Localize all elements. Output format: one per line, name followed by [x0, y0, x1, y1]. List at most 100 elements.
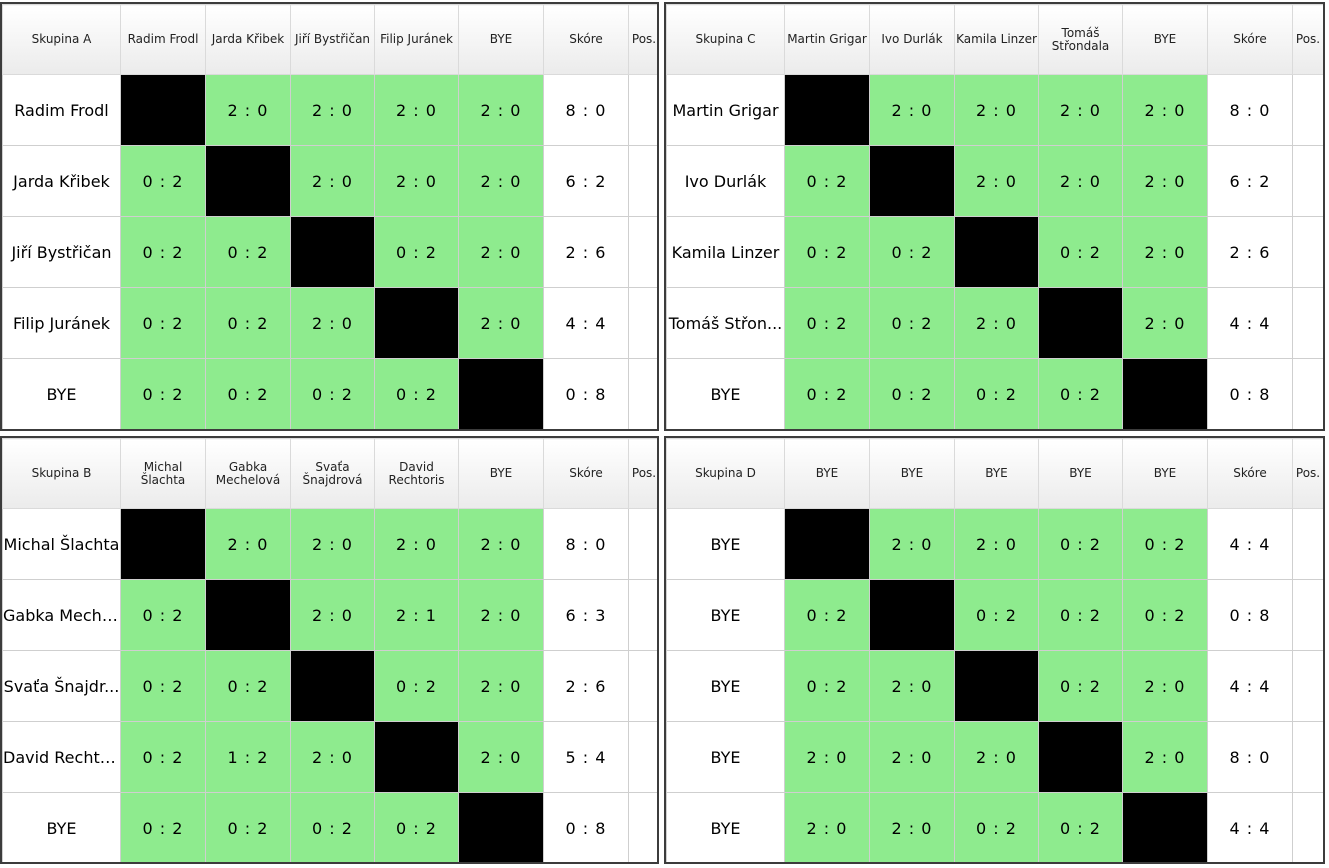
- match-result-cell: 2 : 0: [205, 508, 291, 580]
- row-score: 4 : 4: [1207, 508, 1293, 580]
- group-a-grid: Skupina A Radim Frodl Jarda Křibek Jiří Bys…: [2, 4, 657, 429]
- match-result-cell: 0 : 2: [205, 792, 291, 862]
- match-result-cell: 0 : 2: [1038, 792, 1123, 862]
- row-position: [628, 792, 657, 862]
- column-header-player: BYE: [458, 438, 544, 509]
- column-header-player: Gabka Mechelová: [205, 438, 291, 509]
- match-result-cell: 2 : 0: [1122, 145, 1208, 217]
- group-b-grid: Skupina B Michal Šlachta Gabka Mechelová Sv…: [2, 438, 657, 862]
- row-score: 4 : 4: [543, 287, 629, 359]
- score-column-header: Skóre: [1207, 4, 1293, 75]
- match-result-cell: 0 : 2: [784, 650, 870, 722]
- row-player-name: Gabka Meche...: [2, 579, 121, 651]
- column-header-player: Kamila Linzer: [954, 4, 1039, 75]
- self-match-cell: [290, 216, 375, 288]
- match-result-cell: 2 : 0: [869, 721, 955, 793]
- match-result-cell: 2 : 0: [869, 74, 955, 146]
- match-result-cell: 2 : 0: [784, 721, 870, 793]
- row-player-name: BYE: [666, 579, 785, 651]
- match-result-cell: 0 : 2: [374, 216, 459, 288]
- match-result-cell: 0 : 2: [290, 792, 375, 862]
- position-column-header: Pos.: [1292, 4, 1323, 75]
- column-header-player: BYE: [1038, 438, 1123, 509]
- column-header-player: BYE: [869, 438, 955, 509]
- row-position: [628, 579, 657, 651]
- row-score: 2 : 6: [543, 650, 629, 722]
- match-result-cell: 2 : 0: [290, 721, 375, 793]
- row-player-name: BYE: [666, 650, 785, 722]
- self-match-cell: [458, 358, 544, 429]
- row-player-name: Jiří Bystřičan: [2, 216, 121, 288]
- row-position: [1292, 792, 1323, 862]
- row-player-name: Filip Juránek: [2, 287, 121, 359]
- match-result-cell: 2 : 0: [458, 145, 544, 217]
- row-score: 6 : 3: [543, 579, 629, 651]
- match-result-cell: 2 : 0: [290, 145, 375, 217]
- match-result-cell: 0 : 2: [954, 358, 1039, 429]
- group-c-grid: Skupina C Martin Grigar Ivo Durlák Kamila L…: [666, 4, 1323, 429]
- match-result-cell: 2 : 0: [374, 508, 459, 580]
- group-d-table: Skupina D BYE BYE BYE BYE BYE Skóre Pos. BYE 2 : …: [664, 436, 1325, 864]
- match-result-cell: 0 : 2: [1122, 508, 1208, 580]
- score-column-header: Skóre: [543, 438, 629, 509]
- row-score: 8 : 0: [543, 74, 629, 146]
- self-match-cell: [1122, 358, 1208, 429]
- self-match-cell: [205, 145, 291, 217]
- row-score: 8 : 0: [543, 508, 629, 580]
- match-result-cell: 0 : 2: [869, 358, 955, 429]
- row-position: [628, 287, 657, 359]
- row-position: [1292, 287, 1323, 359]
- match-result-cell: 2 : 0: [458, 579, 544, 651]
- group-title: Skupina D: [666, 438, 785, 509]
- self-match-cell: [374, 721, 459, 793]
- column-header-player: Martin Grigar: [784, 4, 870, 75]
- self-match-cell: [954, 216, 1039, 288]
- row-player-name: BYE: [2, 358, 121, 429]
- match-result-cell: 2 : 0: [869, 792, 955, 862]
- score-column-header: Skóre: [1207, 438, 1293, 509]
- match-result-cell: 0 : 2: [374, 650, 459, 722]
- self-match-cell: [205, 579, 291, 651]
- column-header-player: Ivo Durlák: [869, 4, 955, 75]
- match-result-cell: 2 : 0: [1122, 650, 1208, 722]
- match-result-cell: 1 : 2: [205, 721, 291, 793]
- self-match-cell: [290, 650, 375, 722]
- match-result-cell: 2 : 0: [954, 508, 1039, 580]
- row-position: [628, 216, 657, 288]
- match-result-cell: 0 : 2: [1038, 358, 1123, 429]
- column-header-player: BYE: [1122, 4, 1208, 75]
- match-result-cell: 2 : 0: [954, 74, 1039, 146]
- self-match-cell: [1038, 721, 1123, 793]
- row-player-name: BYE: [2, 792, 121, 862]
- match-result-cell: 2 : 0: [290, 287, 375, 359]
- row-position: [1292, 145, 1323, 217]
- row-player-name: Jarda Křibek: [2, 145, 121, 217]
- match-result-cell: 0 : 2: [374, 358, 459, 429]
- match-result-cell: 2 : 0: [290, 579, 375, 651]
- match-result-cell: 0 : 2: [1038, 579, 1123, 651]
- row-player-name: BYE: [666, 508, 785, 580]
- match-result-cell: 2 : 0: [458, 287, 544, 359]
- column-header-player: BYE: [1122, 438, 1208, 509]
- row-score: 2 : 6: [1207, 216, 1293, 288]
- row-position: [628, 650, 657, 722]
- match-result-cell: 0 : 2: [954, 579, 1039, 651]
- column-header-player: Tomáš Střondala: [1038, 4, 1123, 75]
- row-player-name: Tomáš Střon...: [666, 287, 785, 359]
- match-result-cell: 2 : 0: [1038, 74, 1123, 146]
- row-position: [1292, 650, 1323, 722]
- match-result-cell: 2 : 0: [954, 145, 1039, 217]
- match-result-cell: 2 : 0: [869, 650, 955, 722]
- row-player-name: Kamila Linzer: [666, 216, 785, 288]
- row-position: [628, 508, 657, 580]
- column-header-player: David Rechtoris: [374, 438, 459, 509]
- match-result-cell: 0 : 2: [784, 287, 870, 359]
- match-result-cell: 2 : 0: [1122, 216, 1208, 288]
- row-player-name: Ivo Durlák: [666, 145, 785, 217]
- match-result-cell: 2 : 0: [1122, 74, 1208, 146]
- row-score: 2 : 6: [543, 216, 629, 288]
- match-result-cell: 0 : 2: [1038, 508, 1123, 580]
- match-result-cell: 0 : 2: [954, 792, 1039, 862]
